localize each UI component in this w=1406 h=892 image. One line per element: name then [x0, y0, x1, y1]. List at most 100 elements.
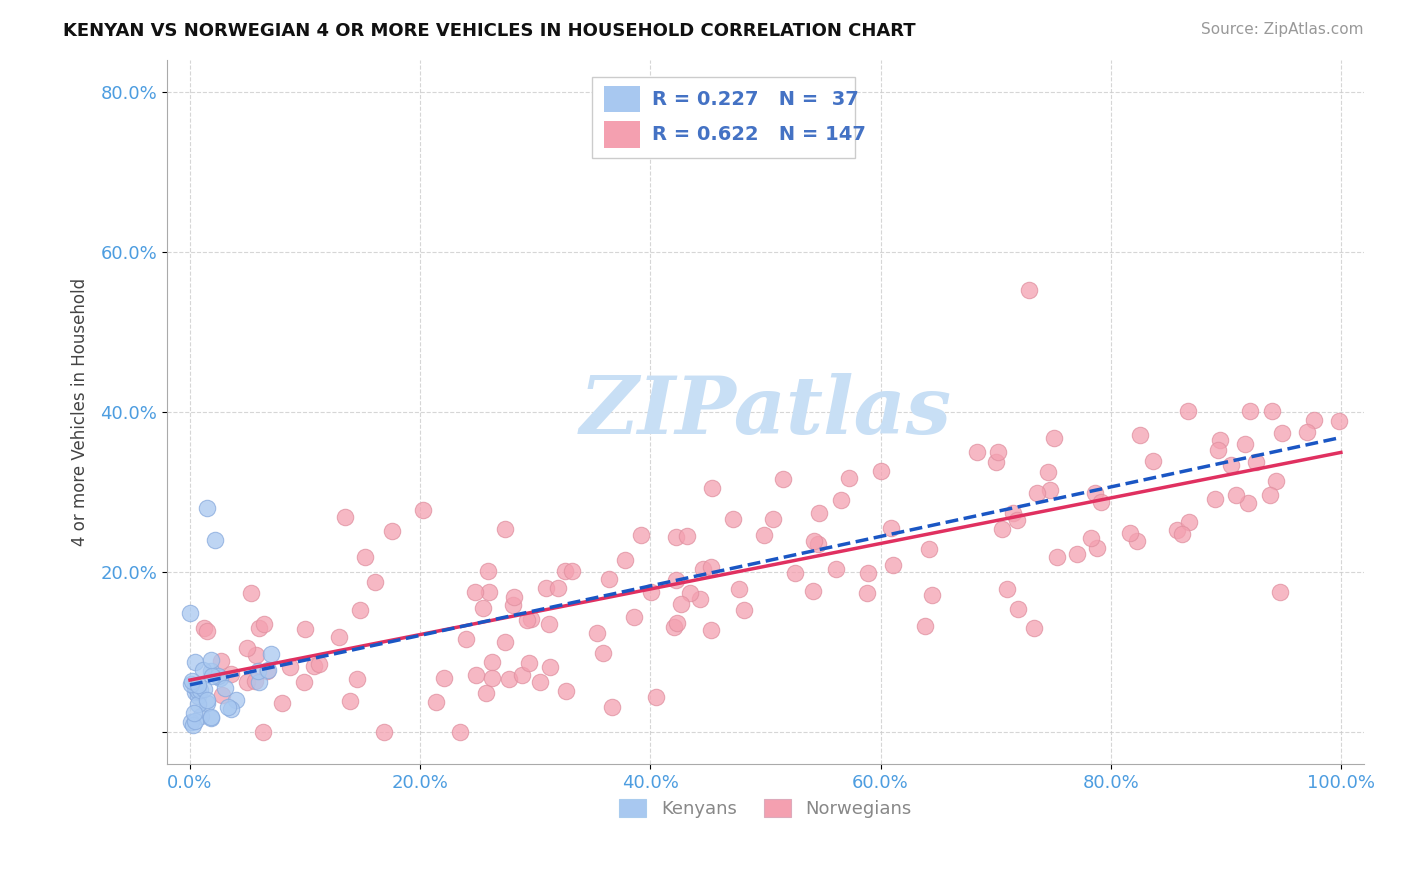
- Point: [676, 529, 699, 543]
- Point: [762, 512, 785, 526]
- Point: [987, 445, 1010, 459]
- Point: [425, 695, 447, 709]
- Point: [180, 714, 202, 729]
- Point: [253, 617, 276, 632]
- Point: [193, 681, 215, 696]
- Point: [247, 621, 270, 635]
- Point: [1066, 547, 1088, 561]
- Point: [529, 674, 551, 689]
- Point: [481, 655, 503, 669]
- Point: [602, 699, 624, 714]
- Point: [219, 702, 242, 716]
- Point: [598, 572, 620, 586]
- Point: [187, 697, 209, 711]
- Point: [1234, 437, 1257, 451]
- Point: [200, 664, 222, 678]
- Point: [510, 667, 533, 681]
- Point: [328, 630, 350, 644]
- Point: [472, 600, 495, 615]
- Point: [689, 592, 711, 607]
- Point: [1007, 601, 1029, 615]
- Point: [1080, 531, 1102, 545]
- Point: [494, 635, 516, 649]
- Point: [561, 564, 583, 578]
- Point: [700, 481, 723, 495]
- Point: [1126, 533, 1149, 548]
- Point: [986, 455, 1008, 469]
- Point: [240, 585, 263, 599]
- Point: [302, 659, 325, 673]
- Point: [1177, 404, 1199, 418]
- Point: [1026, 485, 1049, 500]
- Point: [465, 668, 488, 682]
- Text: R = 0.227   N =  37: R = 0.227 N = 37: [652, 89, 859, 109]
- Point: [801, 583, 824, 598]
- Text: Source: ZipAtlas.com: Source: ZipAtlas.com: [1201, 22, 1364, 37]
- Legend: Kenyans, Norwegians: Kenyans, Norwegians: [612, 791, 918, 825]
- Point: [456, 632, 478, 647]
- Point: [630, 528, 652, 542]
- Point: [856, 566, 879, 581]
- Point: [1090, 495, 1112, 509]
- Point: [662, 619, 685, 633]
- Point: [880, 521, 903, 535]
- Point: [245, 648, 267, 663]
- Point: [538, 617, 561, 632]
- Point: [1002, 506, 1025, 520]
- Point: [214, 681, 236, 695]
- Point: [644, 690, 666, 705]
- Point: [183, 656, 205, 670]
- Point: [1295, 425, 1317, 439]
- Y-axis label: 4 or more Vehicles in Household: 4 or more Vehicles in Household: [72, 277, 89, 546]
- Point: [333, 510, 356, 524]
- Point: [555, 684, 578, 698]
- Point: [247, 674, 270, 689]
- Point: [195, 696, 218, 710]
- Point: [679, 586, 702, 600]
- Point: [346, 672, 368, 686]
- Point: [914, 619, 936, 633]
- Point: [1264, 475, 1286, 489]
- Point: [995, 582, 1018, 597]
- Point: [614, 553, 637, 567]
- Point: [187, 689, 209, 703]
- Point: [193, 621, 215, 635]
- Point: [700, 559, 723, 574]
- Point: [412, 503, 434, 517]
- Point: [433, 671, 456, 685]
- Point: [280, 660, 302, 674]
- Point: [1171, 526, 1194, 541]
- Text: ZIPatlas: ZIPatlas: [579, 373, 952, 450]
- Point: [180, 677, 202, 691]
- Point: [1043, 431, 1066, 445]
- Point: [830, 492, 852, 507]
- Point: [339, 694, 361, 708]
- Point: [1036, 465, 1059, 479]
- Point: [308, 657, 330, 671]
- Point: [1084, 486, 1107, 500]
- Point: [807, 536, 830, 550]
- Point: [803, 534, 825, 549]
- Point: [498, 673, 520, 687]
- Point: [1244, 455, 1267, 469]
- Point: [1177, 515, 1199, 529]
- Point: [1204, 491, 1226, 506]
- Point: [292, 674, 315, 689]
- Point: [921, 588, 943, 602]
- Text: R = 0.622   N = 147: R = 0.622 N = 147: [652, 125, 866, 144]
- Point: [1085, 541, 1108, 555]
- Point: [721, 512, 744, 526]
- Point: [1236, 496, 1258, 510]
- FancyBboxPatch shape: [603, 121, 640, 148]
- Point: [547, 582, 569, 596]
- Point: [184, 685, 207, 699]
- Point: [381, 524, 404, 538]
- Point: [195, 692, 218, 706]
- Point: [1129, 428, 1152, 442]
- Point: [217, 699, 239, 714]
- Point: [838, 471, 860, 485]
- Point: [221, 667, 243, 681]
- Point: [354, 549, 377, 564]
- Point: [256, 664, 278, 678]
- Point: [502, 598, 524, 612]
